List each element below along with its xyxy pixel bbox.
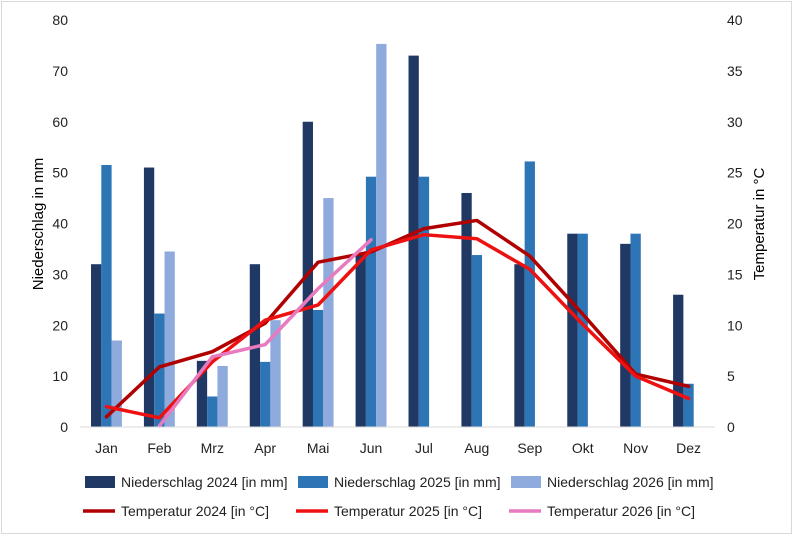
x-tick-label: Jul <box>415 440 433 456</box>
bar-niederschlag-2026-in-mm <box>270 320 281 427</box>
y-axis-left-ticks: 0 10 20 30 40 50 60 70 80 <box>52 12 68 435</box>
bar-niederschlag-2025-in-mm <box>312 309 324 427</box>
y-left-tick-label: 0 <box>60 419 68 435</box>
y-axis-right-ticks: 0 5 10 15 20 25 30 35 40 <box>727 12 743 435</box>
x-tick-label: Nov <box>623 440 648 456</box>
bar-niederschlag-2026-in-mm <box>217 365 228 427</box>
line-temperatur-2026-in-c <box>157 238 373 428</box>
bar-niederschlag-2025-in-mm <box>418 176 430 427</box>
bar-niederschlag-2024-in-mm <box>91 264 102 427</box>
x-tick-label: Aug <box>464 440 489 456</box>
y-right-tick-label: 35 <box>727 63 743 79</box>
legend-label: Temperatur 2024 [in °C] <box>121 503 269 519</box>
legend-swatch-niederschlag-2024-in-mm <box>85 476 115 488</box>
precipitation-bars <box>91 43 694 428</box>
legend-label: Temperatur 2026 [in °C] <box>547 503 695 519</box>
y-left-tick-label: 40 <box>52 216 68 232</box>
y-right-tick-label: 10 <box>727 317 743 333</box>
legend-label: Temperatur 2025 [in °C] <box>334 503 482 519</box>
bar-niederschlag-2025-in-mm <box>154 313 165 427</box>
bar-niederschlag-2025-in-mm <box>683 383 694 427</box>
line-temperatur-2025-in-c <box>104 232 691 420</box>
bar-niederschlag-2024-in-mm <box>461 192 472 427</box>
y-axis-right-title: Temperatur in °C <box>751 167 768 280</box>
x-axis-ticks: Jan Feb Mrz Apr Mai Jun Jul Aug Sep Okt Nov Dez <box>95 440 701 456</box>
bar-niederschlag-2025-in-mm <box>630 233 641 427</box>
bar-niederschlag-2026-in-mm <box>323 198 334 427</box>
bar-niederschlag-2026-in-mm <box>111 340 122 427</box>
y-right-tick-label: 30 <box>727 114 743 130</box>
bar-niederschlag-2024-in-mm <box>673 294 684 427</box>
bar-niederschlag-2026-in-mm <box>376 43 387 427</box>
x-tick-label: Sep <box>517 440 542 456</box>
x-tick-label: Mai <box>307 440 330 456</box>
y-left-tick-label: 80 <box>52 12 68 28</box>
y-right-tick-label: 40 <box>727 12 743 28</box>
y-axis-left-title: Niederschlag in mm <box>30 158 47 291</box>
bar-niederschlag-2025-in-mm <box>365 176 377 427</box>
bar-niederschlag-2024-in-mm <box>620 243 631 427</box>
legend: Niederschlag 2024 [in mm] Niederschlag 20… <box>83 474 714 519</box>
bar-niederschlag-2024-in-mm <box>355 254 366 427</box>
legend-label: Niederschlag 2025 [in mm] <box>334 474 501 490</box>
x-tick-label: Dez <box>676 440 701 456</box>
line-temperatur-2024-in-c <box>104 218 691 419</box>
y-right-tick-label: 20 <box>727 216 743 232</box>
legend-swatch-niederschlag-2025-in-mm <box>298 476 328 488</box>
bar-niederschlag-2024-in-mm <box>514 264 525 427</box>
bar-niederschlag-2024-in-mm <box>408 55 419 428</box>
x-tick-label: Apr <box>254 440 276 456</box>
y-left-tick-label: 60 <box>52 114 68 130</box>
bar-niederschlag-2025-in-mm <box>260 361 271 427</box>
bar-niederschlag-2025-in-mm <box>101 164 112 428</box>
x-tick-label: Okt <box>572 440 594 456</box>
bar-niederschlag-2025-in-mm <box>524 161 535 427</box>
bar-niederschlag-2025-in-mm <box>577 233 588 427</box>
y-left-tick-label: 10 <box>52 368 68 384</box>
bar-niederschlag-2025-in-mm <box>207 396 218 427</box>
bar-niederschlag-2026-in-mm <box>164 251 175 427</box>
y-left-tick-label: 20 <box>52 317 68 333</box>
y-left-tick-label: 50 <box>52 165 68 181</box>
y-left-tick-label: 30 <box>52 266 68 282</box>
bar-niederschlag-2024-in-mm <box>143 167 155 428</box>
legend-label: Niederschlag 2026 [in mm] <box>547 474 714 490</box>
y-left-tick-label: 70 <box>52 63 68 79</box>
x-tick-label: Feb <box>147 440 171 456</box>
bar-niederschlag-2024-in-mm <box>196 360 208 427</box>
y-right-tick-label: 25 <box>727 165 743 181</box>
y-right-tick-label: 0 <box>727 419 735 435</box>
x-tick-label: Jun <box>360 440 383 456</box>
bar-niederschlag-2025-in-mm <box>471 255 483 427</box>
legend-swatch-niederschlag-2026-in-mm <box>511 476 541 488</box>
temperature-lines <box>104 218 691 428</box>
y-right-tick-label: 15 <box>727 266 743 282</box>
bar-niederschlag-2024-in-mm <box>567 233 578 427</box>
legend-label: Niederschlag 2024 [in mm] <box>121 474 288 490</box>
x-tick-label: Mrz <box>201 440 224 456</box>
x-tick-label: Jan <box>95 440 118 456</box>
y-right-tick-label: 5 <box>727 368 735 384</box>
